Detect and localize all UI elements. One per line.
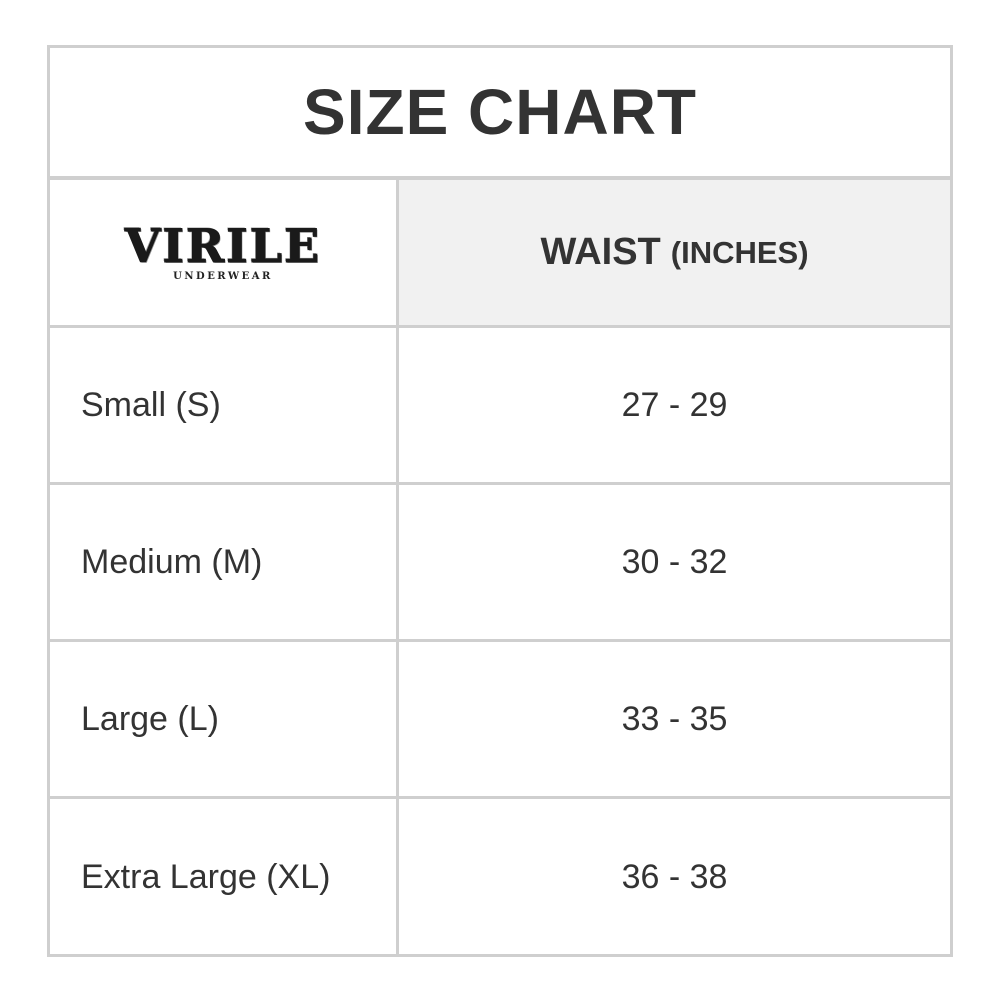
size-cell: Medium (M) <box>50 485 399 639</box>
waist-cell: 27 - 29 <box>621 385 728 424</box>
waist-cell: 36 - 38 <box>621 858 728 896</box>
logo-cell: VIRILE UNDERWEAR <box>50 180 399 325</box>
logo-tagline: UNDERWEAR <box>173 271 273 282</box>
size-chart: SIZE CHART VIRILE UNDERWEAR WAIST (INCHES… <box>47 45 953 957</box>
size-cell: Extra Large (XL) <box>50 799 399 956</box>
size-cell: Large (L) <box>50 642 399 796</box>
waist-cell: 33 - 35 <box>621 699 728 738</box>
chart-title: SIZE CHART <box>50 48 950 180</box>
table-row: Medium (M) 30 - 32 <box>50 485 950 642</box>
table-row: Extra Large (XL) 36 - 38 <box>50 799 950 956</box>
waist-cell: 30 - 32 <box>621 542 728 581</box>
waist-header-unit: (INCHES) <box>670 234 809 270</box>
brand-logo: VIRILE UNDERWEAR <box>124 219 322 283</box>
header-row: VIRILE UNDERWEAR WAIST (INCHES) <box>50 180 950 328</box>
table-row: Large (L) 33 - 35 <box>50 642 950 799</box>
waist-header-label: WAIST <box>540 231 661 273</box>
logo-name: VIRILE <box>124 219 322 273</box>
waist-header: WAIST (INCHES) <box>399 180 950 325</box>
table-row: Small (S) 27 - 29 <box>50 328 950 485</box>
size-cell: Small (S) <box>50 328 399 482</box>
